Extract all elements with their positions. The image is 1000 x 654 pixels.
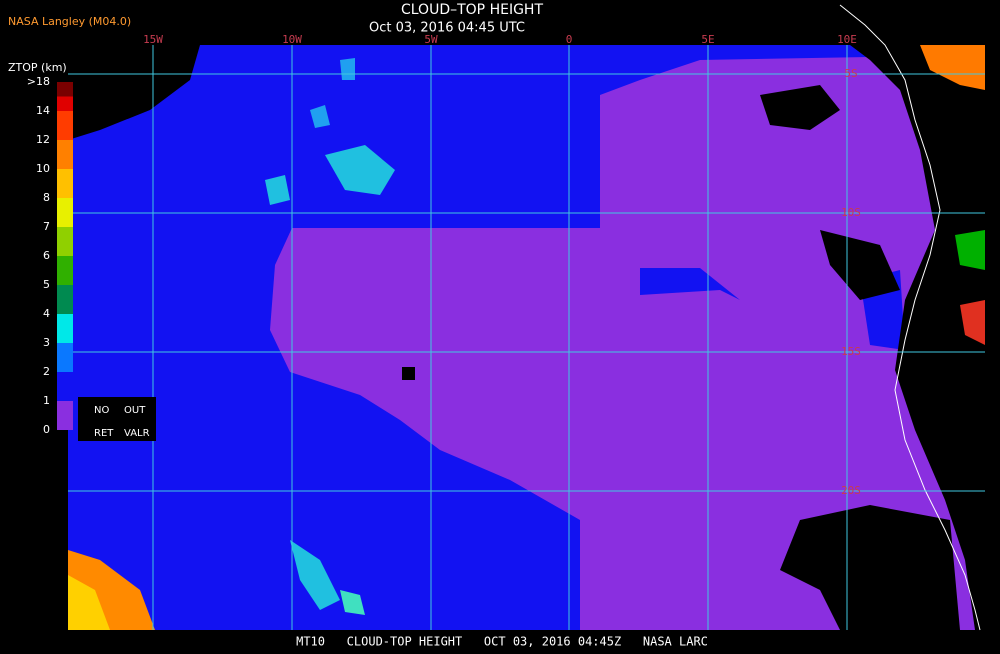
high-cloud	[960, 300, 985, 345]
legend-label: 14	[36, 104, 50, 117]
mid-cloud	[340, 590, 365, 615]
legend-swatch	[57, 140, 73, 169]
legend-swatch	[57, 227, 73, 256]
mid-cloud	[955, 230, 985, 270]
mid-cloud	[325, 145, 395, 195]
mid-cloud	[310, 105, 330, 128]
legend-title: ZTOP (km)	[8, 61, 67, 74]
legend-label: 10	[36, 162, 50, 175]
legend-label: 3	[43, 336, 50, 349]
legend-label: 12	[36, 133, 50, 146]
legend-label: 8	[43, 191, 50, 204]
mid-cloud	[340, 58, 355, 80]
clear-sky-patch	[760, 85, 840, 130]
subtitle: Oct 03, 2016 04:45 UTC	[369, 21, 525, 36]
flag-label: VALR	[124, 428, 150, 439]
high-cloud	[68, 575, 110, 630]
coastline	[839, 4, 981, 631]
legend-swatch	[57, 256, 73, 285]
mid-cloud	[290, 540, 340, 610]
longitude-label: 5W	[424, 33, 438, 46]
source: NASA Langley (M04.0)	[8, 15, 131, 28]
map-image	[68, 4, 985, 631]
legend-swatch	[57, 401, 73, 430]
missing-pixel	[402, 367, 415, 380]
clear-sky-patch	[780, 505, 960, 630]
legend-swatch	[57, 343, 73, 372]
legend-label: >18	[27, 75, 50, 88]
low-cloud	[640, 268, 740, 300]
graticule	[68, 45, 985, 630]
legend-label: 6	[43, 249, 50, 262]
latitude-label: 10S	[841, 206, 861, 219]
legend-swatch	[57, 314, 73, 343]
longitude-label: 5E	[701, 33, 714, 46]
legend-label: 4	[43, 307, 50, 320]
longitude-labels: 15W 10W 5W 0 5E 10E	[143, 33, 857, 46]
flag-label: RET	[94, 428, 114, 439]
legend-swatch	[57, 169, 73, 198]
title: CLOUD–TOP HEIGHT	[401, 2, 543, 18]
latitude-labels: 5S 10S 15S 20S	[841, 67, 861, 497]
legend-swatch	[57, 285, 73, 314]
latitude-label: 5S	[844, 67, 857, 80]
flag-box	[78, 397, 156, 441]
mid-cloud	[265, 175, 290, 205]
latitude-label: 20S	[841, 484, 861, 497]
legend-swatch	[57, 372, 73, 401]
latitude-label: 15S	[841, 345, 861, 358]
legend-label: 1	[43, 394, 50, 407]
legend-label: 0	[43, 423, 50, 436]
land	[850, 45, 985, 630]
legend-label: 7	[43, 220, 50, 233]
clear-ocean	[270, 55, 985, 630]
flag-label: NO	[94, 405, 109, 416]
longitude-label: 10W	[282, 33, 302, 46]
longitude-label: 0	[566, 33, 573, 46]
legend-label: 2	[43, 365, 50, 378]
footer: MT10 CLOUD-TOP HEIGHT OCT 03, 2016 04:45…	[296, 635, 708, 649]
legend-swatch	[57, 198, 73, 227]
legend-swatch	[57, 111, 73, 140]
legend-swatch	[57, 82, 73, 97]
clear-sky-patch	[820, 230, 900, 300]
legend-label: 5	[43, 278, 50, 291]
high-cloud	[920, 45, 985, 90]
clear-sky-patch	[68, 45, 200, 140]
longitude-label: 15W	[143, 33, 163, 46]
flag-label: OUT	[124, 405, 146, 416]
longitude-label: 10E	[837, 33, 857, 46]
